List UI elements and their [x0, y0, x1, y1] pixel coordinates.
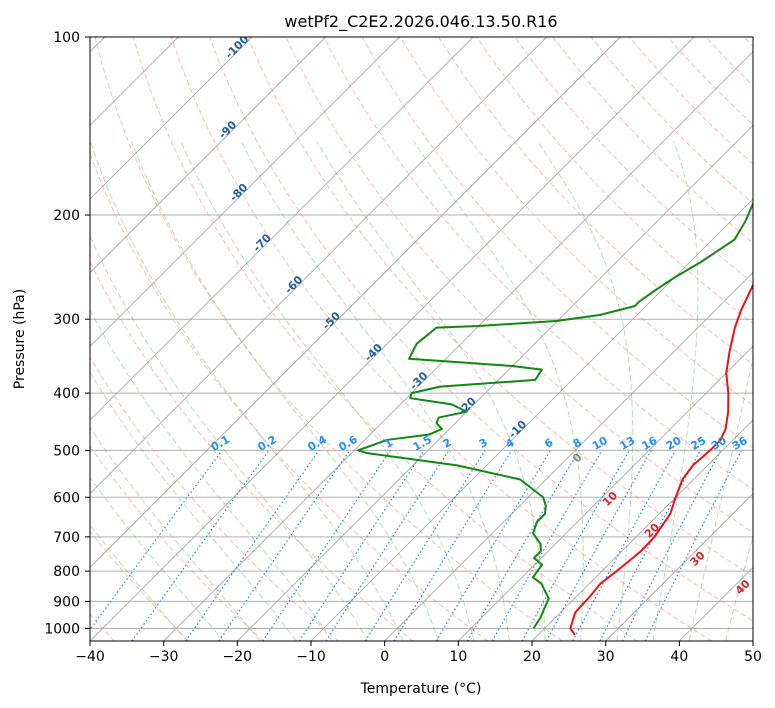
mixing-ratio-line	[185, 450, 320, 641]
mixing-ratio-line	[131, 450, 270, 641]
dry-adiabat-line	[399, 37, 753, 407]
mixing-ratio-line	[298, 450, 425, 641]
dry-adiabats	[90, 37, 753, 641]
x-tick-label: 10	[449, 649, 467, 665]
moist-adiabat-line	[652, 140, 699, 641]
gridlines	[90, 37, 753, 641]
y-tick-label: 900	[53, 594, 80, 610]
x-tick-label: 50	[744, 649, 762, 665]
dry-adiabat-line	[514, 37, 753, 284]
x-tick-label: 30	[597, 649, 615, 665]
isotherm-line	[90, 37, 400, 347]
x-tick-label: −30	[149, 649, 179, 665]
isotherm-line	[90, 37, 695, 641]
x-tick-label: 20	[523, 649, 541, 665]
dry-adiabat-line	[438, 37, 753, 365]
isotherm-line	[163, 51, 753, 641]
y-tick-label: 700	[53, 530, 80, 546]
chart-title: wetPf2_C2E2.2026.046.13.50.R16	[284, 12, 557, 32]
mixing-ratio-line	[545, 450, 652, 641]
dry-adiabat-line	[90, 445, 264, 641]
plot-area: -100-90-80-70-60-50-40-30-20-10010203040…	[90, 37, 753, 641]
mixing-ratio-line	[325, 450, 450, 641]
y-tick-label: 300	[53, 312, 80, 328]
x-tick-label: −10	[296, 649, 326, 665]
y-tick-label: 500	[53, 443, 80, 459]
mixing-ratio-line	[90, 450, 223, 631]
isotherm-line	[605, 493, 753, 641]
y-axis-label: Pressure (hPa)	[12, 289, 28, 389]
x-tick-label: 0	[380, 649, 389, 665]
x-tick-label: −20	[223, 649, 253, 665]
mixing-ratio-lines	[90, 450, 742, 641]
dewpoint-profile-line	[356, 201, 753, 630]
dry-adiabat-line	[247, 37, 753, 577]
moist-adiabat-line	[130, 140, 439, 641]
isotherm-line	[90, 37, 547, 495]
x-axis-label: Temperature (°C)	[360, 681, 482, 697]
isotherm-line	[90, 37, 326, 274]
moist-adiabat-line	[90, 140, 404, 641]
mixing-ratio-line	[262, 450, 391, 641]
moist-adiabat-line	[180, 140, 475, 641]
mixing-ratio-line	[521, 450, 630, 641]
isotherm-line	[90, 37, 253, 200]
mixing-ratio-line	[621, 450, 722, 641]
isotherm-line	[90, 37, 474, 421]
dry-adiabat-line	[132, 37, 638, 641]
moist-adiabat-line	[240, 140, 510, 641]
mixing-ratio-line	[218, 450, 351, 641]
y-tick-label: 800	[53, 564, 80, 580]
mixing-ratio-line	[572, 450, 677, 641]
isotherm-line	[90, 37, 621, 568]
dry-adiabat-line	[90, 356, 339, 641]
mixing-ratio-line	[644, 450, 742, 641]
moist-adiabat-line	[688, 355, 753, 641]
isotherm-line	[237, 124, 753, 641]
x-tick-label: −40	[75, 649, 105, 665]
isotherm-line	[531, 419, 753, 641]
axes: −40 −30 −20 −10 0 10 20 30 40 50 1000 900 800 700 600 5…	[44, 30, 762, 665]
y-tick-label: 400	[53, 386, 80, 402]
dry-adiabat-line	[209, 37, 753, 622]
y-tick-label: 100	[53, 30, 80, 46]
dry-adiabat-line	[90, 152, 488, 641]
dry-adiabat-line	[94, 37, 563, 641]
dry-adiabat-line	[90, 260, 414, 641]
moist-adiabat-line	[536, 140, 634, 641]
profile-series	[356, 201, 753, 636]
moist-adiabat-line	[90, 234, 369, 641]
temperature-profile-line	[569, 282, 753, 636]
moist-adiabat-line	[725, 534, 753, 641]
dry-adiabat-line	[90, 530, 190, 641]
moist-adiabat-line	[90, 309, 333, 641]
moist-adiabat-line	[90, 371, 297, 641]
isotherm-line	[458, 345, 753, 641]
plot-frame	[89, 36, 754, 642]
x-tick-label: 40	[670, 649, 688, 665]
y-tick-label: 1000	[44, 621, 80, 637]
moist-adiabat-line	[413, 140, 584, 641]
mixing-ratio-line	[393, 450, 513, 641]
y-tick-label: 600	[53, 490, 80, 506]
isotherm-line	[384, 272, 753, 641]
dry-adiabat-line	[323, 37, 753, 491]
dry-adiabat-line	[170, 37, 712, 641]
y-tick-label: 200	[53, 208, 80, 224]
